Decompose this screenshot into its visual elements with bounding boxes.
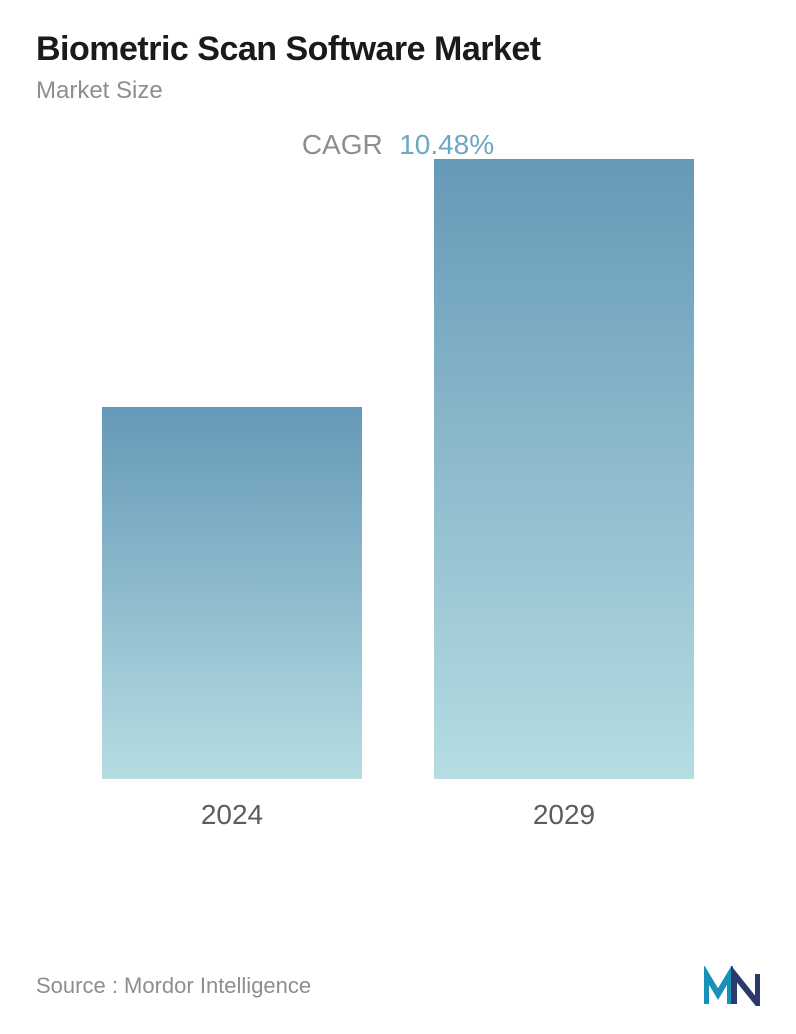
chart-subtitle: Market Size	[36, 77, 760, 105]
bar-group: 2029	[424, 159, 704, 831]
cagr-label: CAGR	[302, 129, 383, 160]
cagr-value: 10.48%	[399, 129, 494, 160]
bar-category-label: 2029	[533, 799, 595, 831]
chart-title: Biometric Scan Software Market	[36, 30, 760, 69]
bar-chart: 2024 2029	[36, 211, 760, 831]
bar-category-label: 2024	[201, 799, 263, 831]
chart-footer: Source : Mordor Intelligence	[36, 966, 760, 1006]
bar	[102, 407, 362, 779]
bar-group: 2024	[92, 407, 372, 831]
bar	[434, 159, 694, 779]
mordor-logo-icon	[704, 966, 760, 1006]
source-attribution: Source : Mordor Intelligence	[36, 973, 311, 999]
cagr-container: CAGR 10.48%	[36, 129, 760, 161]
